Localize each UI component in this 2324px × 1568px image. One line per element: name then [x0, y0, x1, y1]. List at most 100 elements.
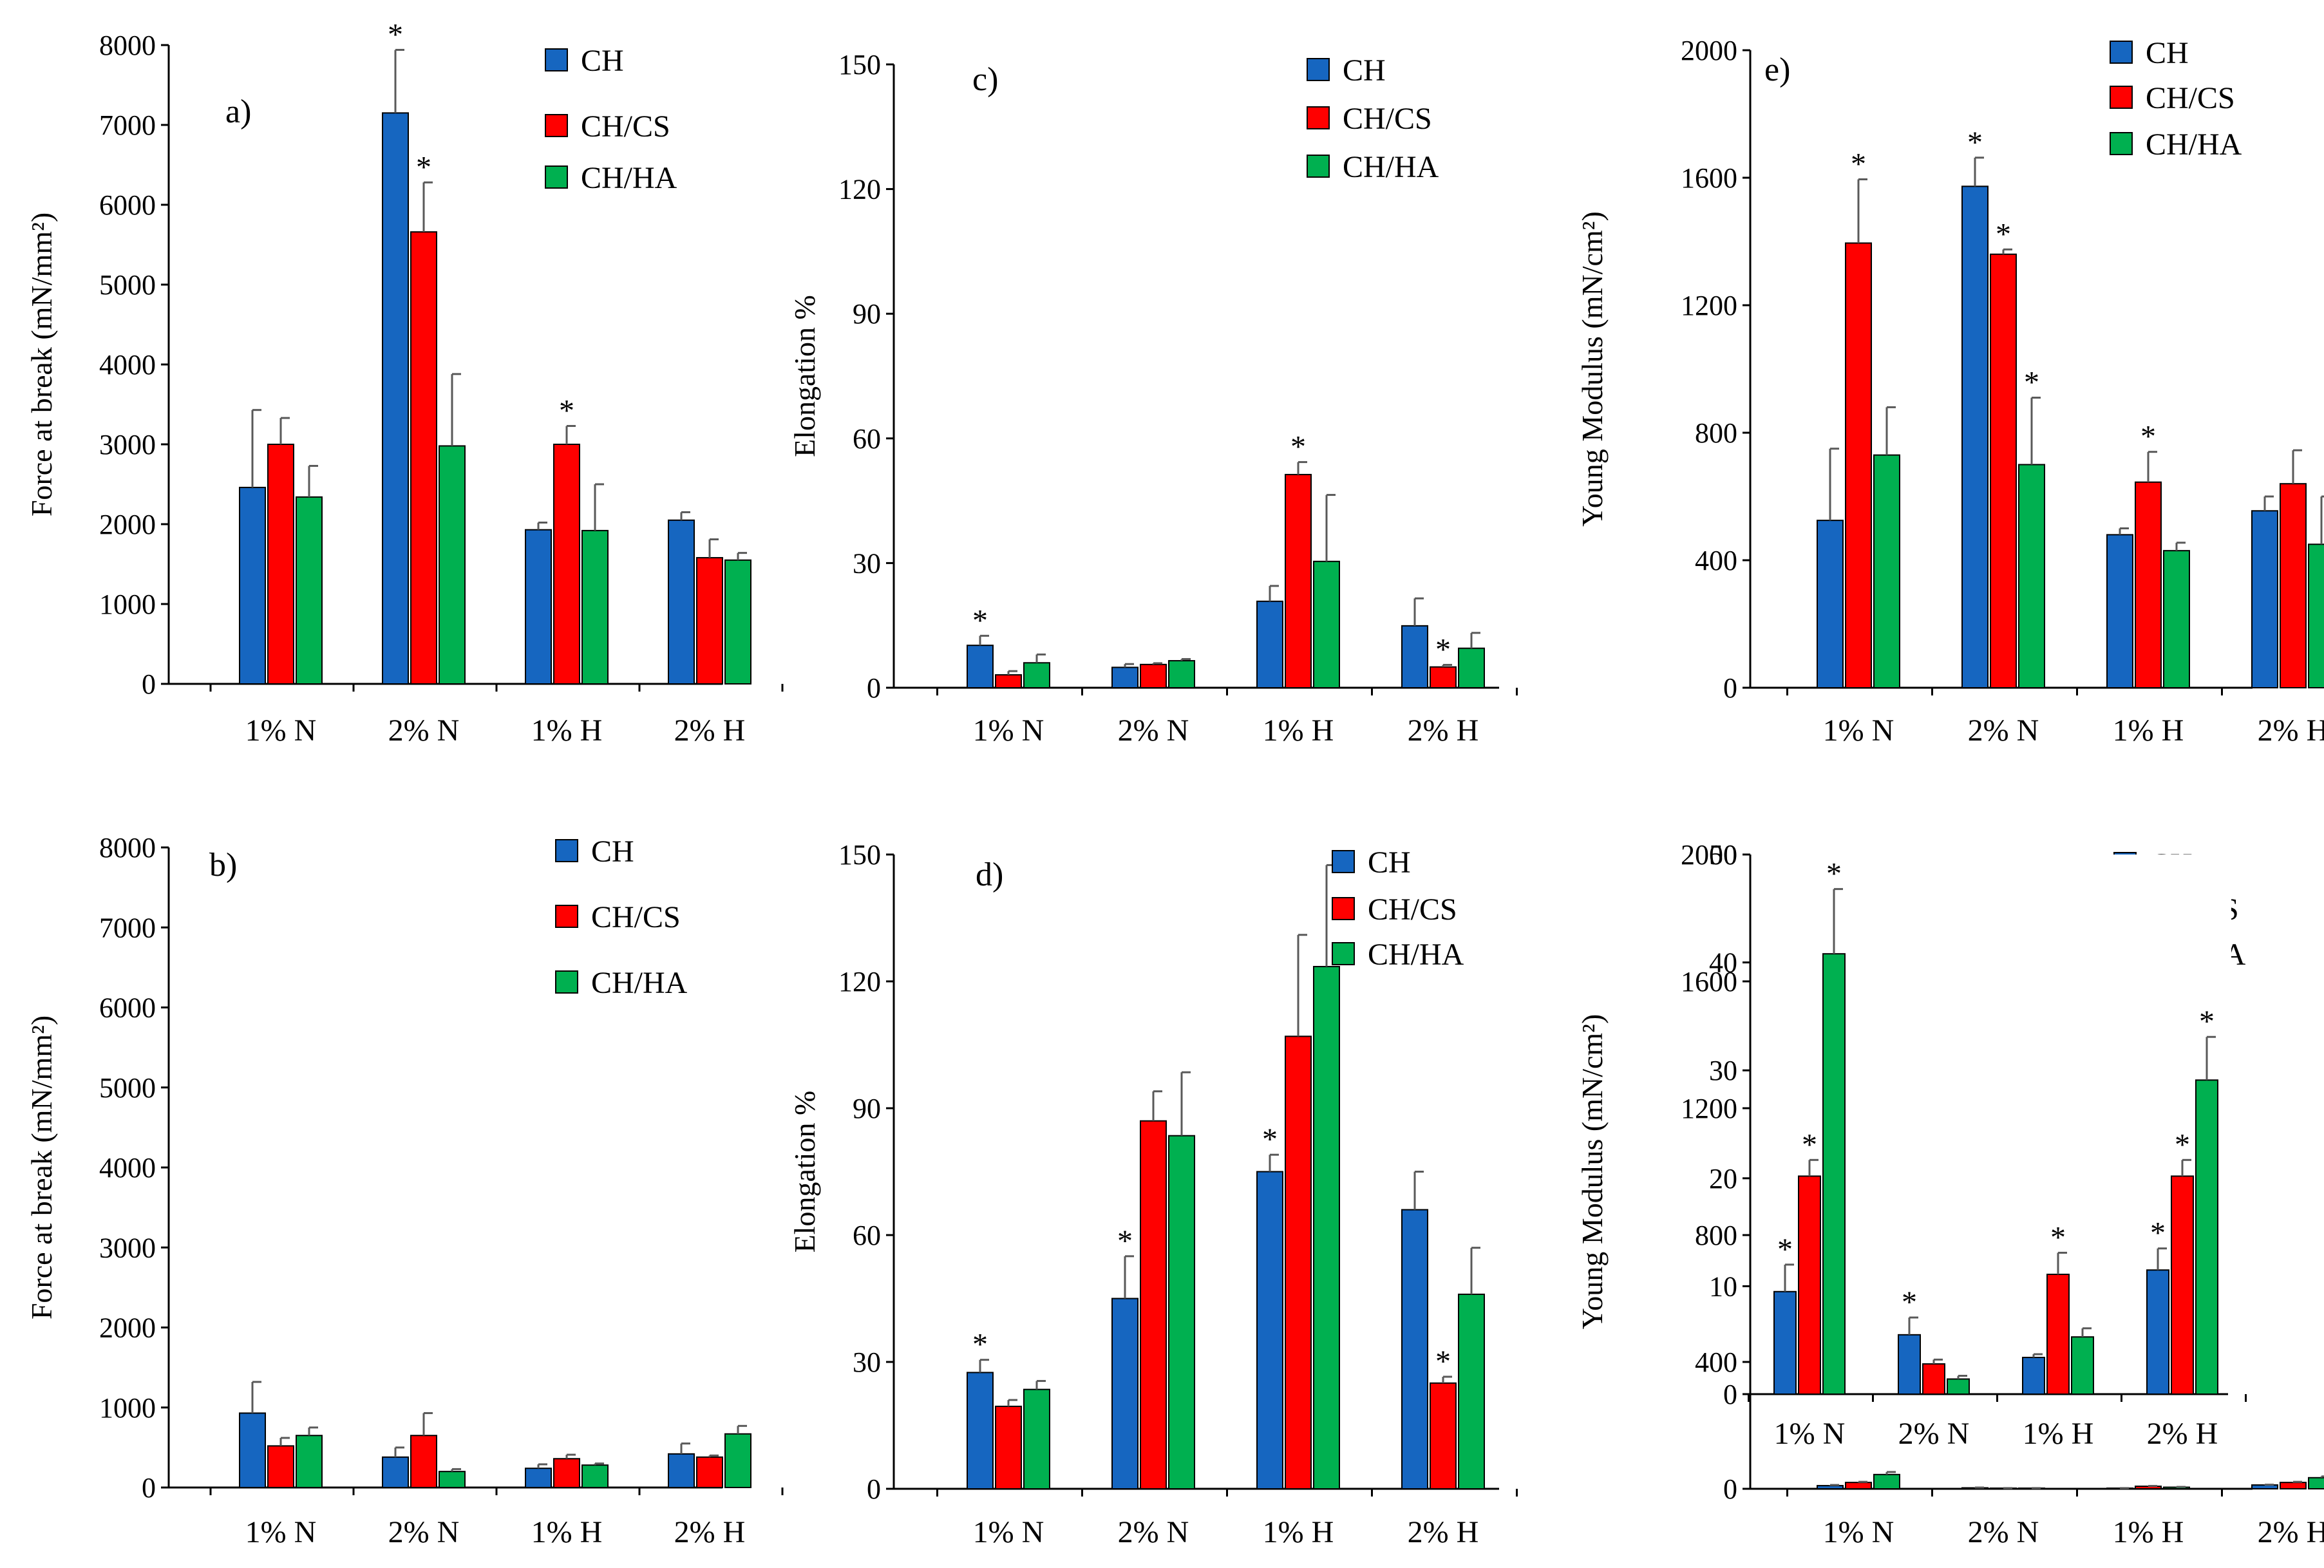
y-tick-label: 120 — [838, 966, 881, 997]
legend-entry: CH/HA — [2146, 128, 2242, 162]
bar — [1817, 520, 1844, 688]
bar — [1401, 625, 1428, 688]
y-tick-label: 2000 — [1681, 35, 1737, 66]
legend-swatch — [1332, 942, 1355, 965]
y-tick-label: 400 — [1695, 1346, 1737, 1378]
x-tick-label: 1% N — [973, 713, 1044, 748]
panel-label: c) — [972, 61, 998, 98]
y-tick-label: 1000 — [99, 589, 156, 620]
bar — [410, 231, 437, 685]
y-tick-label: 1600 — [1681, 966, 1737, 997]
y-axis-label: Young Modulus (mN/cm²) — [1576, 211, 1609, 527]
y-tick-label: 4000 — [99, 349, 156, 381]
y-tick-label: 6000 — [99, 189, 156, 221]
y-tick-label: 400 — [1695, 545, 1737, 576]
legend-entry: CH/HA — [591, 966, 688, 1000]
inset-bar — [1822, 953, 1846, 1395]
inset-y-tick-label: 30 — [1709, 1055, 1737, 1086]
inset-significance-star: * — [2199, 1005, 2215, 1039]
bar — [1256, 600, 1283, 689]
inset-y-tick-label: 0 — [1723, 1379, 1737, 1410]
x-tick-label: 2% H — [2258, 713, 2324, 748]
inset-bar — [2195, 1079, 2218, 1395]
inset-significance-star: * — [1777, 1233, 1793, 1267]
bar — [296, 496, 323, 685]
inset-significance-star: * — [1826, 857, 1842, 891]
x-tick-label: 1% N — [245, 1515, 317, 1549]
y-tick-label: 3000 — [99, 1232, 156, 1263]
legend-entry: CH — [1343, 53, 1386, 88]
y-tick-label: 30 — [853, 1346, 881, 1378]
bar — [581, 529, 609, 685]
significance-star: * — [972, 603, 988, 638]
bar — [1401, 1209, 1428, 1489]
panel-c: 0 30 60 90 120 150 1% N 2% N 1% H 2% H * * * Elongati… — [788, 49, 1518, 748]
significance-star: * — [1290, 430, 1306, 464]
bar — [1458, 1293, 1485, 1490]
inset-significance-star: * — [2175, 1128, 2190, 1162]
bar — [1313, 560, 1340, 688]
inset-significance-star: * — [1902, 1285, 1917, 1319]
y-axis-label: Force at break (mN/mm²) — [25, 1015, 58, 1319]
significance-star: * — [1262, 1122, 1278, 1157]
significance-star: * — [1996, 217, 2011, 251]
inset-bar — [1798, 1175, 1821, 1395]
inset-bar — [1922, 1363, 1945, 1395]
bar — [1430, 1382, 1457, 1489]
x-tick-label: 2% H — [674, 713, 746, 748]
inset-y-tick-label: 50 — [1709, 839, 1737, 871]
y-tick-label: 1200 — [1681, 1093, 1737, 1124]
legend-swatch — [545, 165, 568, 189]
panel-label: e) — [1764, 52, 1790, 88]
significance-star: * — [2024, 366, 2039, 400]
y-tick-label: 7000 — [99, 109, 156, 141]
x-tick-label: 2% H — [674, 1515, 746, 1549]
y-tick-label: 0 — [1723, 1473, 1737, 1505]
legend-swatch — [1307, 106, 1330, 129]
y-tick-label: 4000 — [99, 1152, 156, 1184]
bar — [1845, 242, 1872, 689]
panel-b: 0 1000 2000 3000 4000 5000 6000 7000 8000 1% N 2% … — [25, 832, 784, 1549]
inset-bar — [1898, 1334, 1921, 1395]
legend-swatch — [2110, 41, 2133, 64]
y-tick-label: 120 — [838, 174, 881, 205]
bar — [1313, 966, 1340, 1490]
legend-entry: CH/CS — [1368, 893, 1457, 927]
x-tick-label: 2% N — [388, 1515, 460, 1549]
y-tick-label: 0 — [867, 1473, 881, 1505]
bar — [410, 1435, 437, 1489]
legend-swatch — [1332, 897, 1355, 920]
legend-swatch — [545, 114, 568, 137]
bar — [668, 1453, 695, 1488]
y-tick-label: 0 — [142, 668, 156, 700]
y-axis-label: Elongation % — [788, 295, 821, 457]
y-tick-label: 90 — [853, 298, 881, 330]
legend-swatch — [2110, 86, 2133, 109]
y-tick-label: 90 — [853, 1093, 881, 1124]
x-tick-label: 1% N — [1823, 713, 1894, 748]
bar — [581, 1464, 609, 1488]
y-tick-label: 150 — [838, 839, 881, 871]
x-tick-label: 1% H — [2113, 1515, 2184, 1549]
x-tick-label: 1% N — [1823, 1515, 1894, 1549]
y-tick-label: 0 — [142, 1472, 156, 1504]
panel-e: 0 400 800 1200 1600 2000 1% N 2% N 1% H 2% H * * * * *… — [1576, 35, 2324, 748]
legend-swatch — [1332, 850, 1355, 873]
bar — [1990, 253, 2017, 688]
y-axis-label: Elongation % — [788, 1091, 821, 1253]
bar — [1458, 647, 1485, 689]
bar — [967, 645, 994, 689]
bar — [239, 486, 266, 685]
x-tick-label: 2% N — [1968, 1515, 2039, 1549]
y-tick-label: 2000 — [1681, 839, 1737, 871]
x-tick-label: 2% N — [388, 713, 460, 748]
y-tick-label: 30 — [853, 547, 881, 579]
y-tick-label: 3000 — [99, 429, 156, 460]
y-tick-label: 8000 — [99, 832, 156, 864]
legend-entry: CH/CS — [2146, 81, 2235, 115]
inset-significance-star: * — [2050, 1220, 2066, 1254]
inset-y-tick-label: 10 — [1709, 1270, 1737, 1302]
inset-significance-star: * — [1802, 1128, 1817, 1162]
inset-y-tick-label: 40 — [1709, 947, 1737, 979]
x-tick-label: 2% H — [1408, 713, 1479, 748]
